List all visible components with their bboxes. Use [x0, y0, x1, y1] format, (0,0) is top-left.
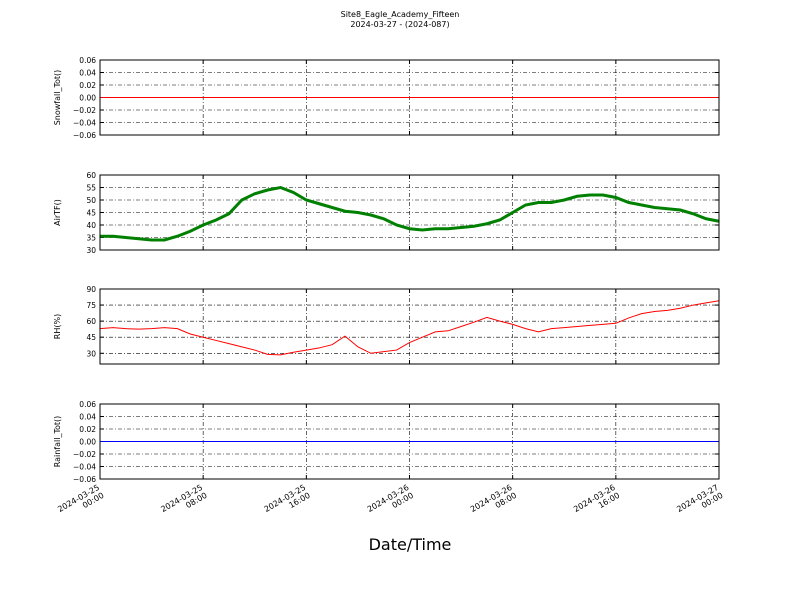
- data-line: [99, 300, 720, 356]
- plot-frame: [99, 288, 720, 365]
- y-tick-label: 50: [86, 196, 96, 205]
- y-tick-label: 40: [86, 221, 96, 230]
- x-axis-label: Date/Time: [369, 535, 452, 554]
- y-axis-label: RH(%): [53, 314, 62, 339]
- y-tick-label: 0.06: [79, 56, 96, 65]
- y-tick-label: 30: [86, 349, 96, 358]
- y-tick-label: 60: [86, 171, 96, 180]
- y-tick-label: −0.02: [73, 106, 96, 115]
- y-tick-label: −0.02: [73, 450, 96, 459]
- plot-frame: [99, 59, 720, 136]
- y-axis-label: AirTF(): [53, 199, 62, 226]
- y-tick-label: 0.00: [79, 94, 96, 103]
- chart-subtitle: 2024-03-27 - (2024-087): [350, 20, 449, 29]
- y-tick-label: 45: [86, 333, 96, 342]
- y-tick-label: 35: [86, 234, 96, 243]
- y-tick-label: 90: [86, 285, 96, 294]
- y-tick-label: 0.06: [79, 400, 96, 409]
- data-line: [100, 185, 720, 242]
- y-tick-label: 0.00: [79, 438, 96, 447]
- y-tick-label: −0.04: [73, 119, 96, 128]
- y-axis-label: Rainfall_Tot(): [53, 416, 62, 468]
- y-tick-label: 0.04: [79, 69, 96, 78]
- y-tick-label: −0.06: [73, 131, 96, 140]
- y-tick-label: 45: [86, 209, 96, 218]
- y-tick-label: −0.06: [73, 475, 96, 484]
- y-tick-label: 0.04: [79, 413, 96, 422]
- y-tick-label: −0.04: [73, 463, 96, 472]
- y-tick-label: 55: [86, 184, 96, 193]
- y-axis-label: Snowfall_Tot(): [53, 70, 62, 126]
- y-tick-label: 75: [86, 301, 96, 310]
- plot-frame: [99, 174, 720, 251]
- y-tick-label: 30: [86, 246, 96, 255]
- y-tick-label: 0.02: [79, 425, 96, 434]
- plot-frame: [99, 403, 720, 480]
- y-tick-label: 60: [86, 317, 96, 326]
- y-tick-label: 0.02: [79, 81, 96, 90]
- chart-title: Site8_Eagle_Academy_Fifteen: [341, 10, 460, 19]
